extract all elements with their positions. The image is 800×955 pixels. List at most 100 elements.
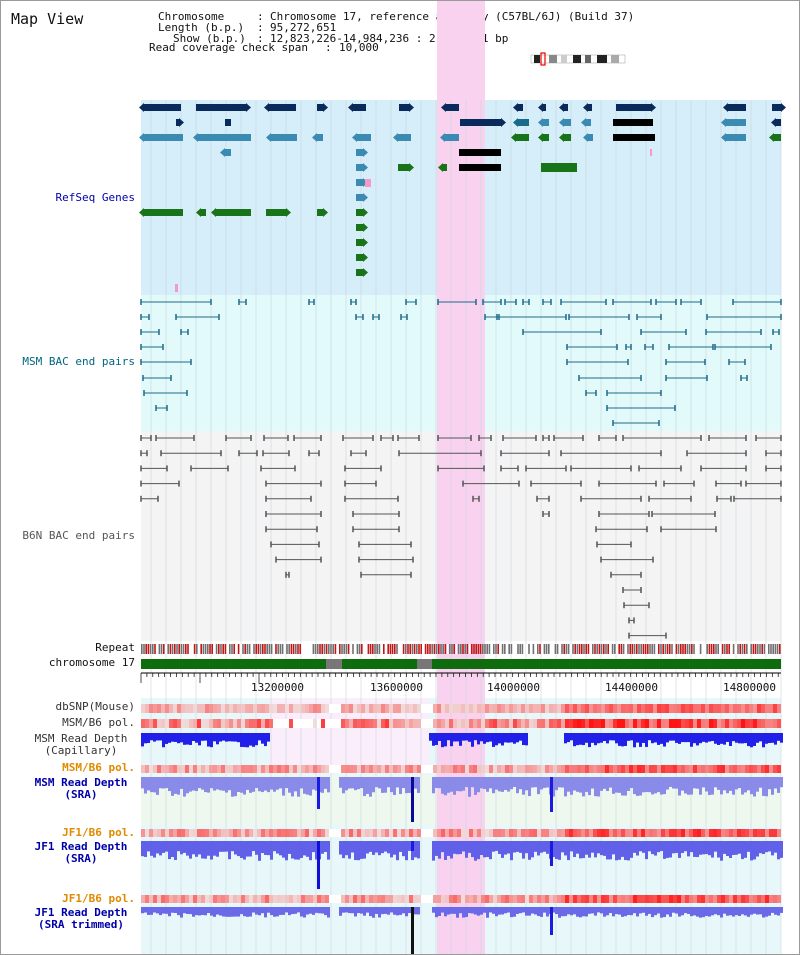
ideogram-position-marker[interactable]	[540, 52, 546, 66]
repeat-element	[176, 644, 178, 654]
chromosome-bar[interactable]	[141, 659, 781, 669]
gene-feature[interactable]	[445, 134, 459, 141]
gene-feature[interactable]	[266, 209, 286, 216]
jf1-b6-pol-trimmed-cell	[305, 895, 309, 903]
dbsnp-mouse-cell	[525, 704, 529, 713]
gene-feature[interactable]	[726, 119, 746, 126]
gene-feature[interactable]	[543, 134, 549, 141]
msm-depth-capillary-bar	[228, 733, 231, 742]
gene-feature[interactable]	[459, 149, 501, 156]
gene-feature[interactable]	[586, 119, 591, 126]
gene-feature[interactable]	[776, 119, 781, 126]
gene-feature[interactable]	[356, 164, 363, 171]
gene-feature[interactable]	[356, 149, 363, 156]
gene-feature[interactable]	[728, 104, 746, 111]
gene-feature[interactable]	[399, 104, 409, 111]
gene-feature[interactable]	[613, 134, 655, 141]
gene-feature[interactable]	[175, 284, 178, 292]
gene-feature[interactable]	[356, 239, 363, 246]
gene-feature[interactable]	[225, 149, 231, 156]
track-label-refseq[interactable]: RefSeq Genes	[55, 191, 135, 204]
gene-feature[interactable]	[460, 119, 501, 126]
jf1-depth-trimmed-bar	[372, 907, 375, 918]
gene-feature[interactable]	[365, 179, 371, 187]
msm-depth-sra-bar	[546, 777, 549, 788]
track-label-msm-b6-pol-sra[interactable]: MSM/B6 pol.	[62, 761, 135, 774]
gene-feature[interactable]	[225, 119, 231, 126]
track-label-jf1-depth-sra[interactable]: JF1 Read Depth (SRA)	[34, 840, 128, 865]
gene-feature[interactable]	[443, 164, 447, 171]
gene-feature[interactable]	[271, 134, 297, 141]
jf1-b6-pol-cell	[777, 829, 781, 837]
gene-feature[interactable]	[650, 149, 652, 156]
track-label-jf1-b6-pol[interactable]: JF1/B6 pol.	[62, 826, 135, 839]
gene-feature[interactable]	[564, 134, 571, 141]
chromosome-ideogram[interactable]	[530, 52, 626, 66]
gene-feature[interactable]	[356, 179, 363, 186]
gene-feature[interactable]	[144, 134, 183, 141]
gene-feature[interactable]	[144, 209, 183, 216]
msm-b6-pol-sra-cell	[773, 765, 777, 773]
gene-feature[interactable]	[144, 104, 181, 111]
msm-b6-pol-sra-cell	[505, 765, 509, 773]
dbsnp-mouse-cell	[461, 704, 465, 713]
gene-feature[interactable]	[518, 119, 529, 126]
gene-feature[interactable]	[356, 254, 363, 261]
gene-feature[interactable]	[543, 119, 549, 126]
track-label-msm-depth-sra[interactable]: MSM Read Depth (SRA)	[34, 776, 128, 801]
gene-feature[interactable]	[588, 104, 592, 111]
gene-feature[interactable]	[356, 194, 363, 201]
track-label-msm-b6-pol[interactable]: MSM/B6 pol.	[62, 716, 135, 729]
gene-feature[interactable]	[269, 104, 296, 111]
gene-feature[interactable]	[616, 104, 651, 111]
msm-b6-pol-cell	[401, 719, 405, 728]
gene-feature[interactable]	[176, 119, 179, 126]
gene-feature[interactable]	[317, 209, 323, 216]
repeat-element	[506, 644, 508, 654]
gene-feature[interactable]	[541, 163, 577, 172]
gene-feature[interactable]	[317, 104, 323, 111]
gene-feature[interactable]	[564, 119, 571, 126]
gene-feature[interactable]	[216, 209, 251, 216]
jf1-b6-pol-cell	[593, 829, 597, 837]
gene-feature[interactable]	[726, 134, 746, 141]
msm-depth-sra-bar	[741, 777, 744, 795]
gene-feature[interactable]	[613, 119, 653, 126]
jf1-depth-sra-bar	[669, 841, 672, 858]
gene-feature[interactable]	[356, 269, 363, 276]
jf1-b6-pol-trimmed-cell	[213, 895, 217, 903]
gene-feature[interactable]	[198, 134, 251, 141]
gene-feature[interactable]	[356, 209, 363, 216]
gene-feature[interactable]	[772, 104, 781, 111]
gene-feature[interactable]	[564, 104, 568, 111]
gene-feature[interactable]	[518, 104, 523, 111]
gene-feature[interactable]	[357, 134, 371, 141]
track-label-dbsnp[interactable]: dbSNP(Mouse)	[55, 700, 135, 713]
track-label-repeat[interactable]: Repeat	[95, 641, 135, 654]
gene-feature[interactable]	[398, 134, 411, 141]
gene-feature[interactable]	[353, 104, 366, 111]
gene-feature[interactable]	[201, 209, 206, 216]
track-label-b6n-bac[interactable]: B6N BAC end pairs	[22, 529, 135, 542]
gene-feature[interactable]	[446, 104, 459, 111]
gene-feature[interactable]	[774, 134, 781, 141]
msm-depth-sra-bar	[363, 777, 366, 797]
selected-region-highlight[interactable]	[437, 1, 485, 955]
gene-feature[interactable]	[459, 164, 501, 171]
gene-feature[interactable]	[398, 164, 409, 171]
track-label-chromosome[interactable]: chromosome 17	[48, 656, 135, 669]
gene-feature[interactable]	[196, 104, 246, 111]
track-label-msm-depth-capillary[interactable]: MSM Read Depth (Capillary)	[34, 732, 128, 757]
gene-feature[interactable]	[317, 134, 323, 141]
msm-depth-capillary-bar	[702, 733, 705, 742]
track-label-msm-bac[interactable]: MSM BAC end pairs	[22, 355, 135, 368]
track-label-jf1-depth-trimmed[interactable]: JF1 Read Depth (SRA trimmed)	[34, 906, 128, 931]
track-label-jf1-b6-pol-trimmed[interactable]: JF1/B6 pol.	[62, 892, 135, 905]
gene-feature[interactable]	[543, 104, 546, 111]
repeat-element	[768, 644, 770, 654]
gene-feature[interactable]	[588, 134, 593, 141]
gene-feature[interactable]	[356, 224, 363, 231]
repeat-element	[779, 644, 781, 654]
gene-feature[interactable]	[516, 134, 529, 141]
